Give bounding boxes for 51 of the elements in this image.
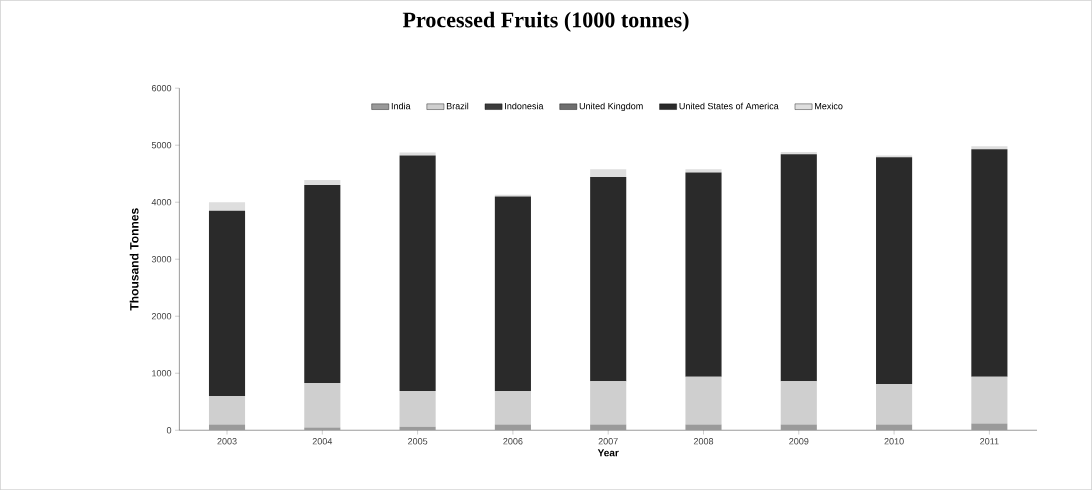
y-axis-title: Thousand Tonnes	[129, 208, 139, 311]
bar	[685, 376, 722, 425]
y-tick-label: 3000	[151, 255, 172, 263]
bar	[685, 169, 722, 173]
x-tick-label: 2010	[884, 438, 904, 445]
bar	[304, 179, 341, 186]
bar	[208, 210, 246, 396]
y-tick-label: 4000	[151, 198, 172, 206]
bar	[494, 196, 531, 391]
x-tick-label: 2005	[408, 438, 428, 445]
bar	[399, 390, 436, 427]
bar	[971, 376, 1008, 424]
bar	[971, 423, 1008, 431]
bar	[590, 169, 627, 178]
legend-label: Brazil	[446, 102, 469, 110]
bar	[780, 381, 817, 425]
bar	[971, 149, 1008, 377]
bar	[590, 381, 627, 425]
legend-label: India	[391, 102, 411, 110]
bar	[876, 157, 913, 385]
x-tick-label: 2006	[503, 438, 523, 445]
y-tick-label: 0	[166, 427, 172, 434]
legend-label: Mexico	[815, 102, 843, 110]
legend-label: Indonesia	[505, 102, 544, 110]
bar	[304, 382, 341, 428]
x-tick-label: 2009	[789, 438, 809, 445]
x-tick-label: 2004	[312, 438, 333, 445]
bar	[971, 146, 1008, 150]
x-axis-title: Year	[597, 449, 619, 457]
bar	[590, 177, 627, 382]
bar	[208, 395, 246, 425]
legend-label: United States of America	[679, 102, 779, 110]
bar	[685, 172, 722, 377]
bar	[208, 202, 246, 211]
x-tick-label: 2011	[980, 438, 999, 445]
chart-title: Processed Fruits (1000 tonnes)	[402, 11, 689, 32]
bar	[304, 427, 341, 431]
x-tick-label: 2007	[598, 438, 618, 445]
bar	[685, 424, 722, 431]
legend-label: United Kingdom	[579, 102, 643, 112]
y-tick-label: 6000	[151, 84, 172, 92]
bar	[304, 185, 341, 383]
y-tick-label: 2000	[151, 312, 172, 320]
y-tick-label: 5000	[151, 141, 172, 149]
bar	[494, 390, 531, 425]
x-tick-label: 2003	[217, 438, 237, 445]
bar	[399, 155, 436, 391]
bar	[780, 154, 817, 382]
x-tick-label: 2008	[693, 438, 714, 445]
bar	[876, 384, 913, 425]
y-tick-label: 1000	[152, 369, 172, 377]
